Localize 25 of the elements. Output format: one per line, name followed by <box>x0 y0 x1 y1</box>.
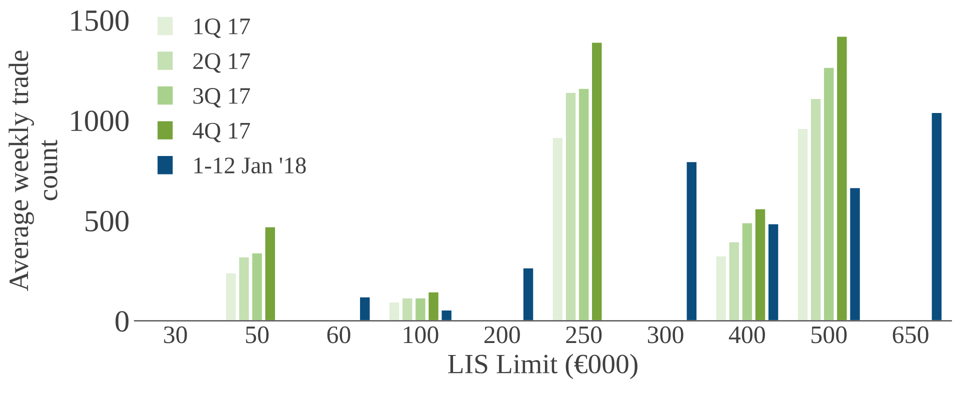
bar <box>685 160 698 321</box>
legend-label: 4Q 17 <box>192 122 250 142</box>
bar <box>522 266 535 321</box>
x-tick-label: 30 <box>164 326 187 344</box>
legend-label: 3Q 17 <box>193 88 250 108</box>
x-tick-label: 200 <box>484 326 520 344</box>
x-tick-label: 100 <box>404 326 438 344</box>
bar <box>358 296 372 321</box>
x-axis-title: LIS Limit (€000) <box>448 354 638 380</box>
y-tick-label: 500 <box>86 210 129 232</box>
x-tick-label: 400 <box>728 326 765 344</box>
bar <box>930 112 943 321</box>
x-tick-label: 300 <box>648 326 684 344</box>
legend-label: 1Q 17 <box>194 18 250 38</box>
y-tick-label: 1500 <box>71 10 129 31</box>
legend-label: 2Q 17 <box>193 53 250 73</box>
legend-label: 1-12 Jan '18 <box>194 158 306 174</box>
x-tick-label: 500 <box>812 326 847 344</box>
y-axis-title: Average weekly trade count <box>8 50 58 291</box>
x-tick-label: 60 <box>327 326 350 344</box>
y-tick-label: 0 <box>116 311 129 332</box>
x-tick-label: 50 <box>246 326 269 344</box>
x-tick-label: 250 <box>566 326 602 344</box>
y-tick-label: 1000 <box>71 110 129 132</box>
x-tick-label: 650 <box>892 326 928 344</box>
